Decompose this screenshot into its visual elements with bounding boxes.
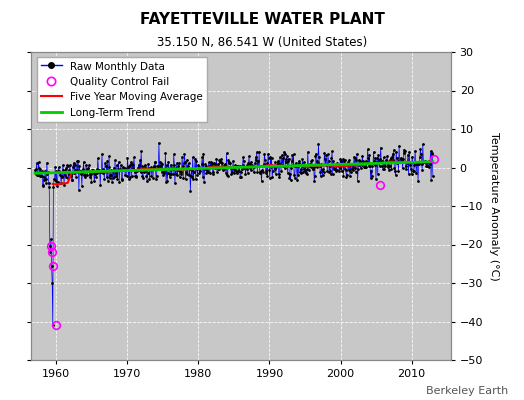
Text: Berkeley Earth: Berkeley Earth bbox=[426, 386, 508, 396]
Text: 35.150 N, 86.541 W (United States): 35.150 N, 86.541 W (United States) bbox=[157, 36, 367, 49]
Legend: Raw Monthly Data, Quality Control Fail, Five Year Moving Average, Long-Term Tren: Raw Monthly Data, Quality Control Fail, … bbox=[37, 57, 207, 122]
Y-axis label: Temperature Anomaly (°C): Temperature Anomaly (°C) bbox=[489, 132, 499, 280]
Text: FAYETTEVILLE WATER PLANT: FAYETTEVILLE WATER PLANT bbox=[139, 12, 385, 27]
